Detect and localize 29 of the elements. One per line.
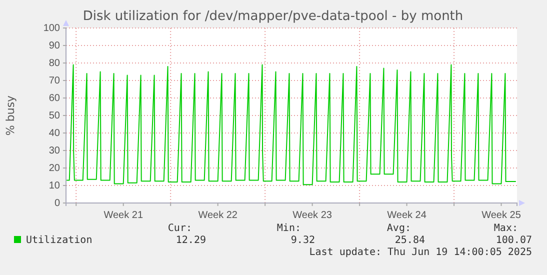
x-tick-label: Week 24 [387,210,427,222]
legend-label: Utilization [26,235,92,246]
text: Avg: [386,223,411,234]
y-tick-label: 80 [48,58,60,70]
text: 12.29 [176,235,206,246]
x-tick-label: Week 23 [292,210,332,222]
text: 25.84 [394,235,425,246]
text: Min: [276,223,301,234]
x-tick-label: Week 25 [482,210,522,222]
y-tick-label: 40 [48,128,60,140]
y-tick-label: 20 [48,163,60,174]
y-tick-label: 30 [48,146,60,157]
text: 9.32 [290,235,315,246]
y-tick-label: 90 [48,40,60,52]
x-tick-label: Week 22 [198,210,238,222]
y-tick-label: 70 [48,76,60,87]
y-tick-label: 50 [48,110,60,122]
x-tick-label: Week 21 [104,210,144,222]
text: Last update: Thu Jun 19 14:00:05 2025 [309,247,532,258]
text: Cur: [168,223,192,234]
y-tick-label: 0 [54,198,60,210]
y-axis-title: % busy [4,94,17,136]
y-tick-label: 100 [43,23,60,34]
chart-title: Disk utilization for /dev/mapper/pve-data-tpool - by month [82,9,464,24]
y-tick-label: 10 [48,180,60,192]
y-tick-label: 60 [48,93,60,104]
text: 100.07 [496,235,532,246]
text: Max: [494,223,518,234]
line-series [66,64,516,186]
